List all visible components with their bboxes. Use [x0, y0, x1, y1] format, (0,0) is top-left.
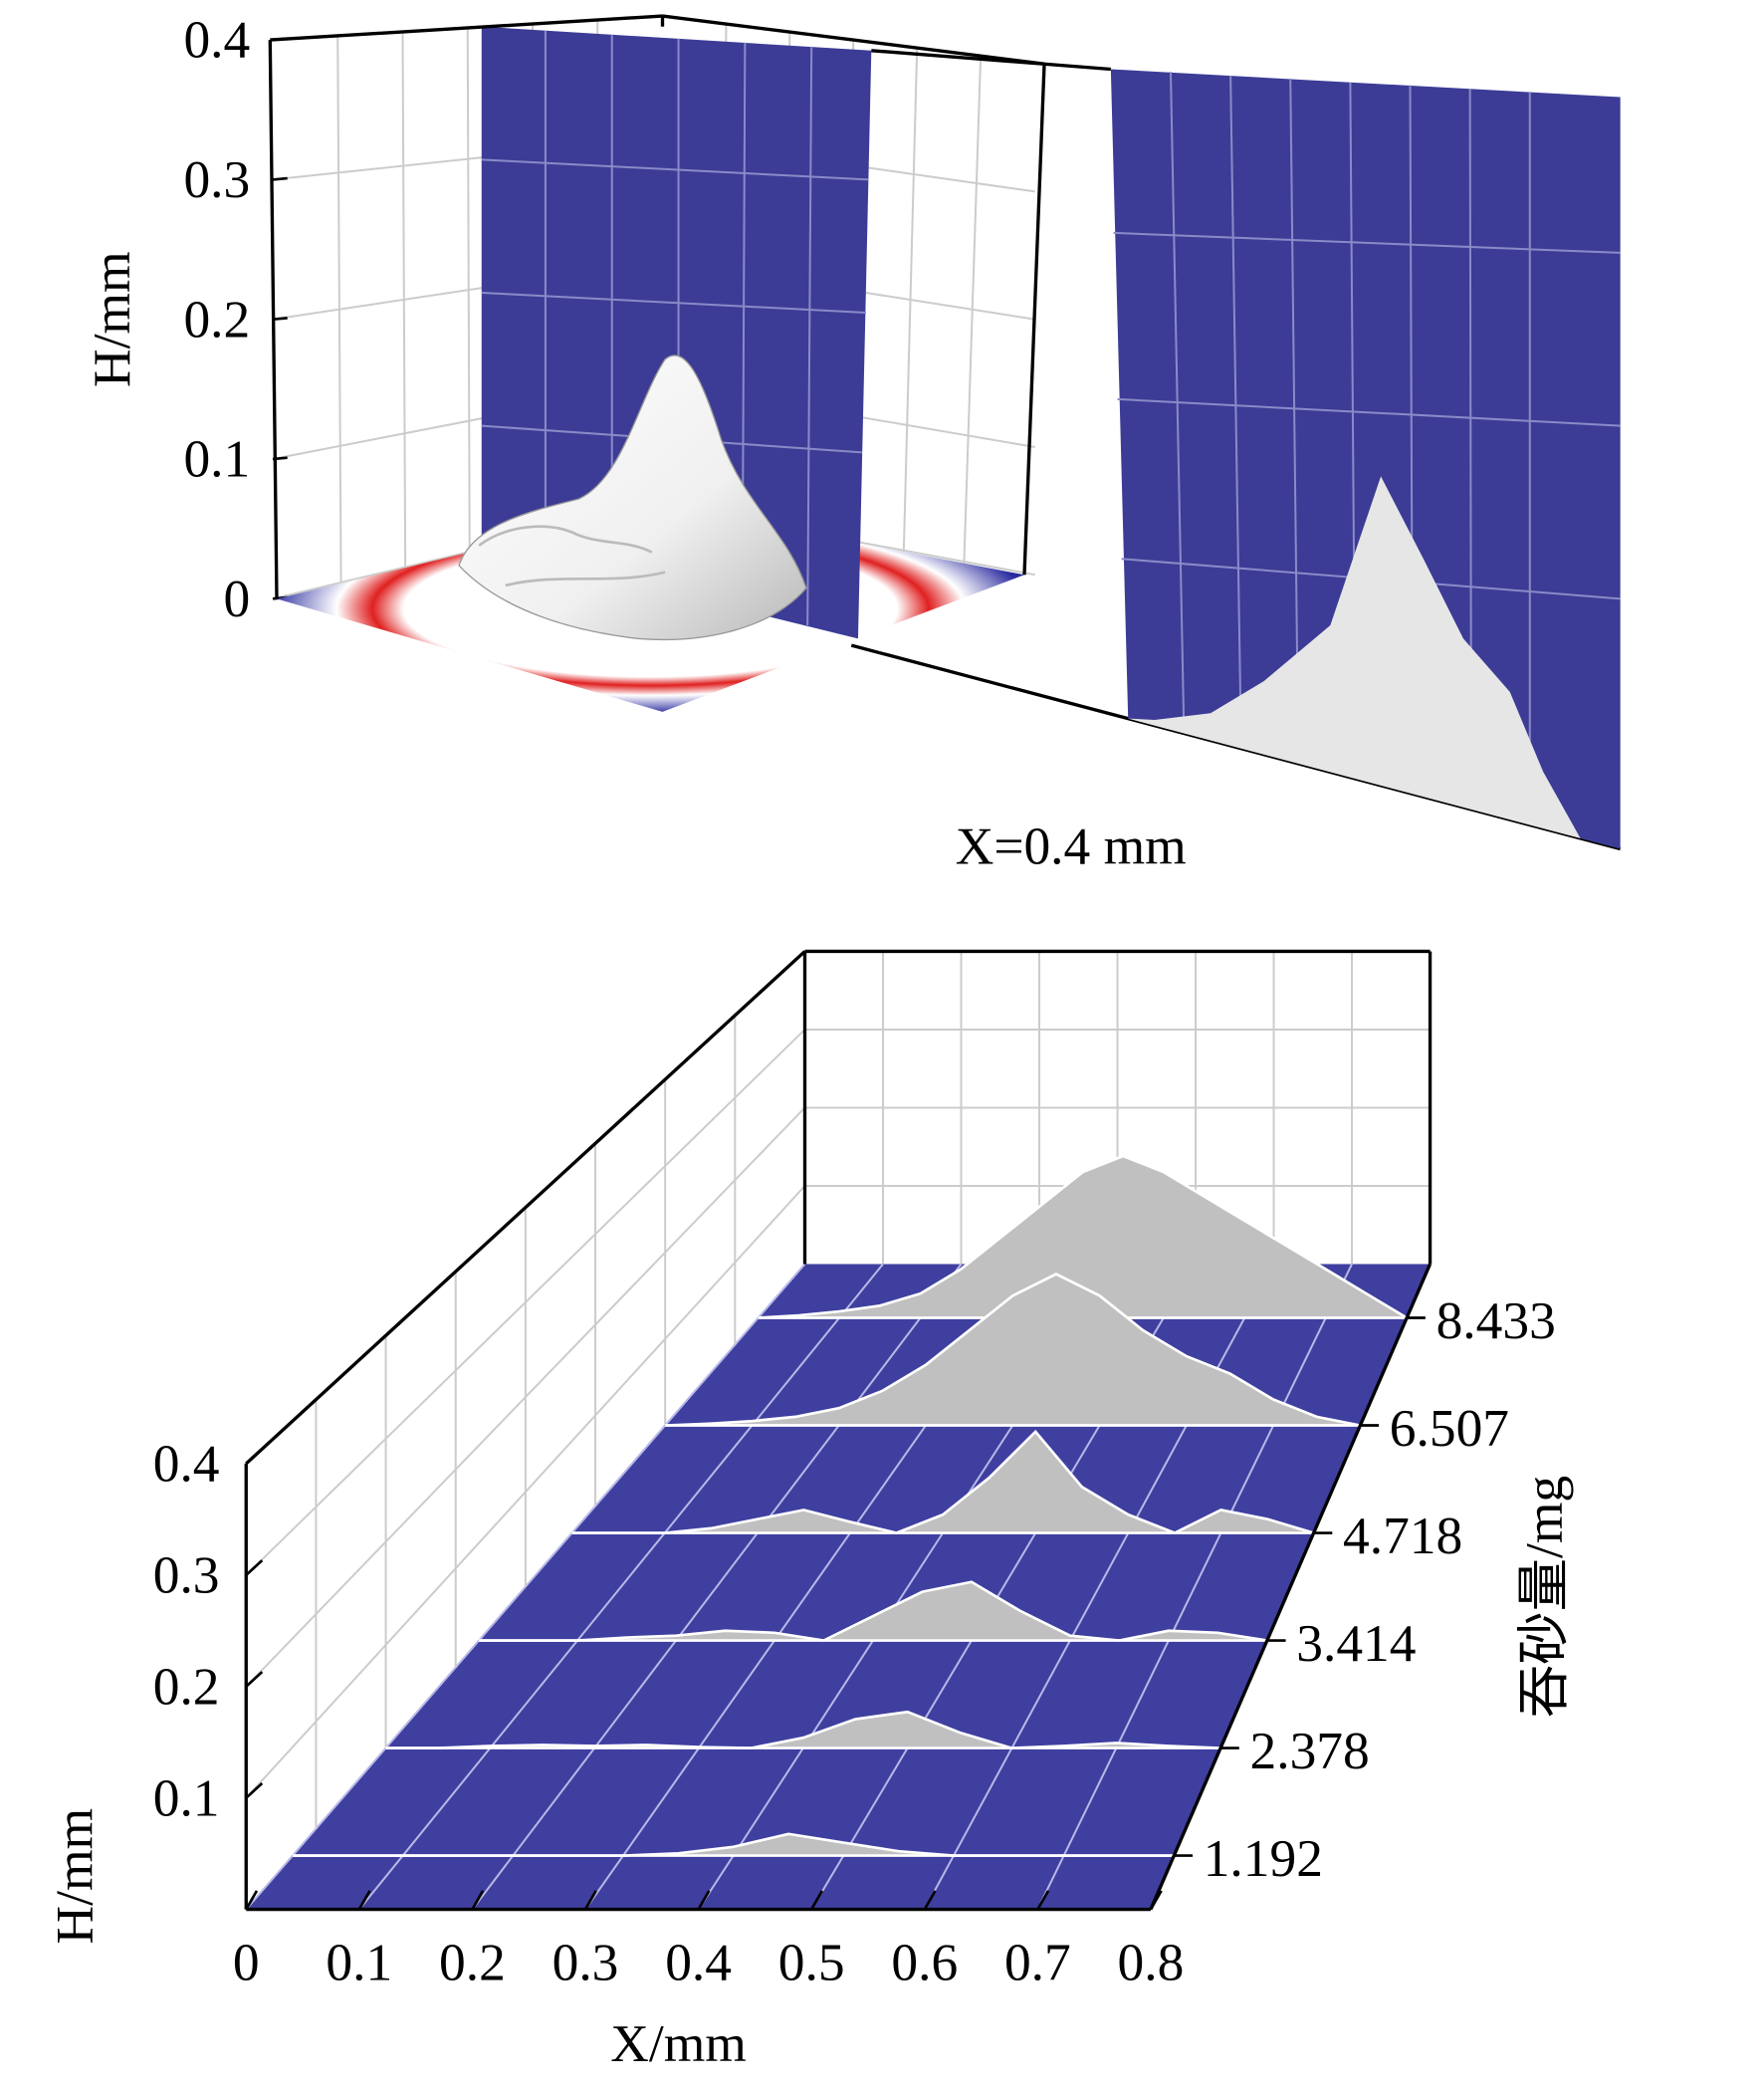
section-view	[1110, 69, 1621, 849]
section-profile	[1128, 476, 1621, 849]
x-tick	[357, 1890, 371, 1911]
profile-line	[758, 1154, 1408, 1319]
profile	[665, 1274, 1361, 1426]
profile	[293, 1833, 1175, 1856]
y-axis-label: H/mm	[44, 1808, 104, 1945]
x-tick	[697, 1890, 711, 1911]
profile	[571, 1431, 1314, 1533]
axis-line	[245, 950, 806, 1466]
section-plane	[481, 26, 872, 639]
y-tick-label: 0.3	[183, 149, 250, 209]
y-tick-label: 0.2	[153, 1656, 220, 1716]
axis-line	[1149, 1263, 1433, 1911]
x-tick-label: 0.4	[665, 1933, 732, 1992]
x-tick-label: 0.7	[1004, 1933, 1071, 1992]
profile-line	[571, 1429, 1315, 1535]
y-tick	[272, 176, 288, 181]
floor-grid-line	[1036, 1264, 1353, 1911]
x-axis-label: X/mm	[610, 2013, 747, 2073]
z-axis-label: 吞砂量/mg	[1514, 1476, 1574, 1718]
y-tick-label: 0.2	[183, 289, 250, 349]
z-tick-label: 4.718	[1343, 1506, 1462, 1565]
y-tick-label: 0.4	[153, 1434, 220, 1494]
x-tick	[583, 1890, 597, 1911]
x-tick-label: 0.6	[891, 1933, 958, 1992]
x-tick-label: 0.5	[778, 1933, 845, 1992]
y-tick	[272, 317, 288, 322]
x-tick	[245, 1890, 259, 1911]
wall-grid-line	[466, 28, 471, 553]
y-tick	[245, 1559, 264, 1576]
x-tick	[923, 1890, 937, 1911]
x-tick-label: 0	[233, 1933, 260, 1992]
profile-line	[385, 1710, 1221, 1749]
z-tick-label: 3.414	[1296, 1613, 1416, 1673]
surface	[458, 354, 807, 641]
surface-chart: 0 0.1 0.2 0.3 0.4 H/mm X=0.4 mm	[82, 10, 1622, 875]
profile	[479, 1581, 1267, 1641]
y-tick-label: 0.4	[183, 10, 250, 70]
surface-ridge	[478, 525, 666, 587]
wall-grid-line	[401, 32, 407, 569]
z-tick-label: 2.378	[1249, 1721, 1369, 1780]
profile	[758, 1155, 1408, 1318]
y-tick-label: 0.1	[183, 429, 250, 489]
floor-grid-line	[358, 1263, 884, 1911]
x-tick	[1149, 1890, 1163, 1911]
x-tick-label: 0.2	[439, 1933, 506, 1992]
x-tick-label: 0.8	[1118, 1933, 1185, 1992]
x-tick	[471, 1890, 485, 1911]
y-tick	[245, 1671, 264, 1688]
profile-line	[665, 1273, 1361, 1427]
wall-grid-line	[902, 48, 919, 553]
y-tick-label: 0.1	[153, 1767, 220, 1827]
z-tick-label: 1.192	[1204, 1828, 1323, 1888]
z-tick-label: 8.433	[1436, 1290, 1556, 1350]
annotation: X=0.4 mm	[956, 815, 1187, 875]
wall-grid-line	[336, 36, 342, 583]
y-tick-label: 0.3	[153, 1544, 220, 1604]
x-tick-label: 0.1	[326, 1933, 392, 1992]
x-tick-label: 0.3	[552, 1933, 619, 1992]
waterfall-chart: 8.433 6.507 4.718 3.414 2.378 1.192 0.1 0.2 0.3 0…	[153, 949, 1556, 1992]
y-axis-label: H/mm	[82, 251, 141, 387]
profile-line	[479, 1580, 1268, 1642]
x-tick	[1036, 1890, 1050, 1911]
z-tick-label: 6.507	[1390, 1398, 1509, 1458]
floor-grid-line	[471, 1263, 963, 1911]
box-frame	[268, 14, 1622, 851]
y-tick	[245, 1781, 264, 1799]
y-tick-label: 0	[224, 569, 251, 628]
wall-grid-line	[963, 56, 983, 564]
y-tick	[245, 1448, 264, 1465]
x-tick	[810, 1890, 824, 1911]
